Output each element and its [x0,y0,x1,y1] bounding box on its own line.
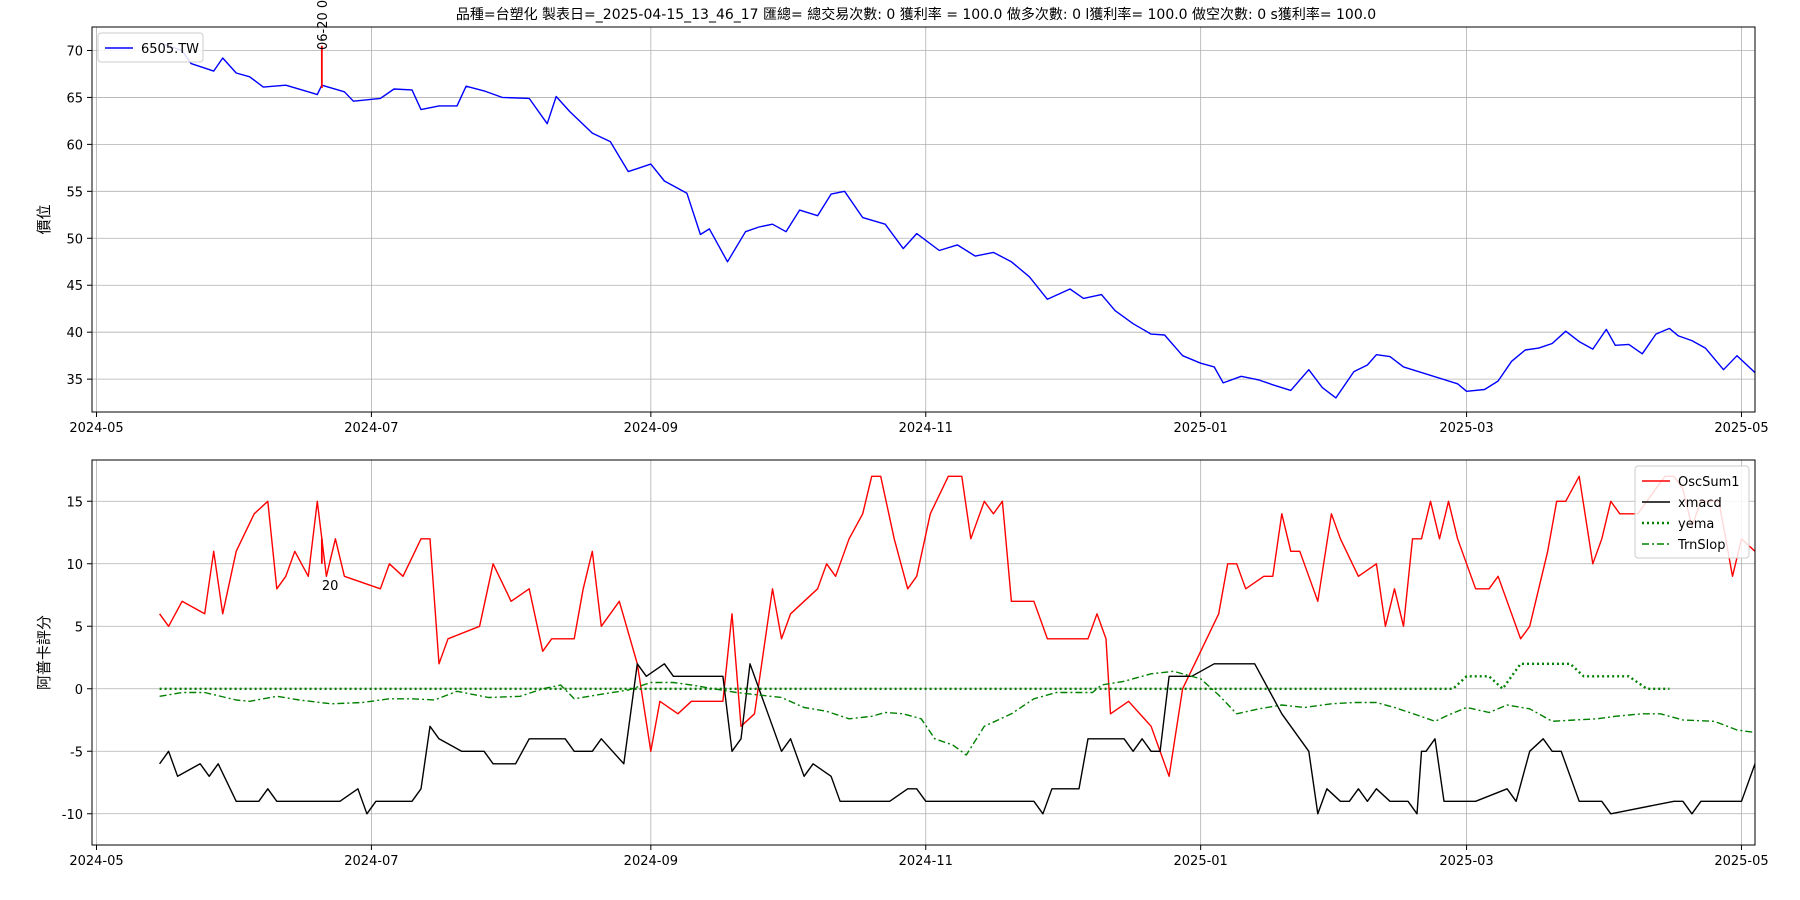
x-tick-label: 2024-05 [69,854,123,869]
y-tick-label: -5 [70,745,83,760]
series-line-yema [159,662,1670,690]
y-tick-label: 70 [66,44,83,59]
y-tick-label: 55 [66,185,83,200]
x-tick-label: 2024-05 [69,421,123,436]
legend: 6505.TW [97,32,204,63]
y-axis-label: 阿普卡評分 [35,615,53,690]
legend-box [1634,465,1750,559]
chart-title: 品種=台塑化 製表日=_2025-04-15_13_46_17 匯總= 總交易次… [456,6,1376,23]
y-tick-label: 40 [66,326,83,341]
legend: OscSum1 xmacd yema TrnSlop [1634,465,1750,559]
x-tick-label: 2024-07 [344,421,398,436]
x-tick-label: 2025-01 [1174,421,1228,436]
series-group [159,475,1755,815]
series-line-6505-tw [159,42,1755,399]
x-tick-label: 2024-11 [899,854,953,869]
x-tick-label: 2025-03 [1439,421,1493,436]
legend-label: xmacd [1678,496,1722,511]
y-tick-label: 5 [75,620,83,635]
y-tick-label: 50 [66,232,83,247]
x-tick-label: 2025-01 [1174,854,1228,869]
x-tick-label: 2025-03 [1439,854,1493,869]
legend-label: yema [1678,517,1714,532]
x-tick-label: 2024-07 [344,854,398,869]
series-group [159,42,1755,399]
series-line-oscsum1 [159,475,1755,777]
y-tick-label: 10 [66,558,83,573]
axes-frame [91,459,1756,846]
price-panel: 2024-05 2024-07 2024-09 2024-11 2025-01 2025-… [35,0,1769,436]
legend-box [97,32,204,63]
annotation-label: 06-20 0 [316,0,331,50]
x-tick-label: 2024-11 [899,421,953,436]
legend-label: OscSum1 [1678,475,1740,490]
axes-frame [91,26,1756,413]
y-tick-label: 45 [66,279,83,294]
x-tick-label: 2024-09 [624,421,678,436]
legend-label: 6505.TW [141,42,199,57]
series-line-trnslop [159,670,1755,756]
x-tick-label: 2024-09 [624,854,678,869]
series-line-xmacd [159,663,1755,815]
y-tick-label: 65 [66,91,83,106]
x-tick-label: 2025-05 [1714,854,1768,869]
legend-label: TrnSlop [1677,538,1725,553]
y-tick-label: -10 [62,808,83,823]
x-tick-label: 2025-05 [1714,421,1768,436]
y-tick-label: 60 [66,138,83,153]
y-axis-label: 價位 [35,204,53,234]
y-tick-label: 15 [66,495,83,510]
annotation-label: 20 [322,579,339,594]
y-tick-label: 0 [75,683,83,698]
y-tick-label: 35 [66,373,83,388]
score-panel: 2024-05 2024-07 2024-09 2024-11 2025-01 2025-… [35,459,1769,869]
